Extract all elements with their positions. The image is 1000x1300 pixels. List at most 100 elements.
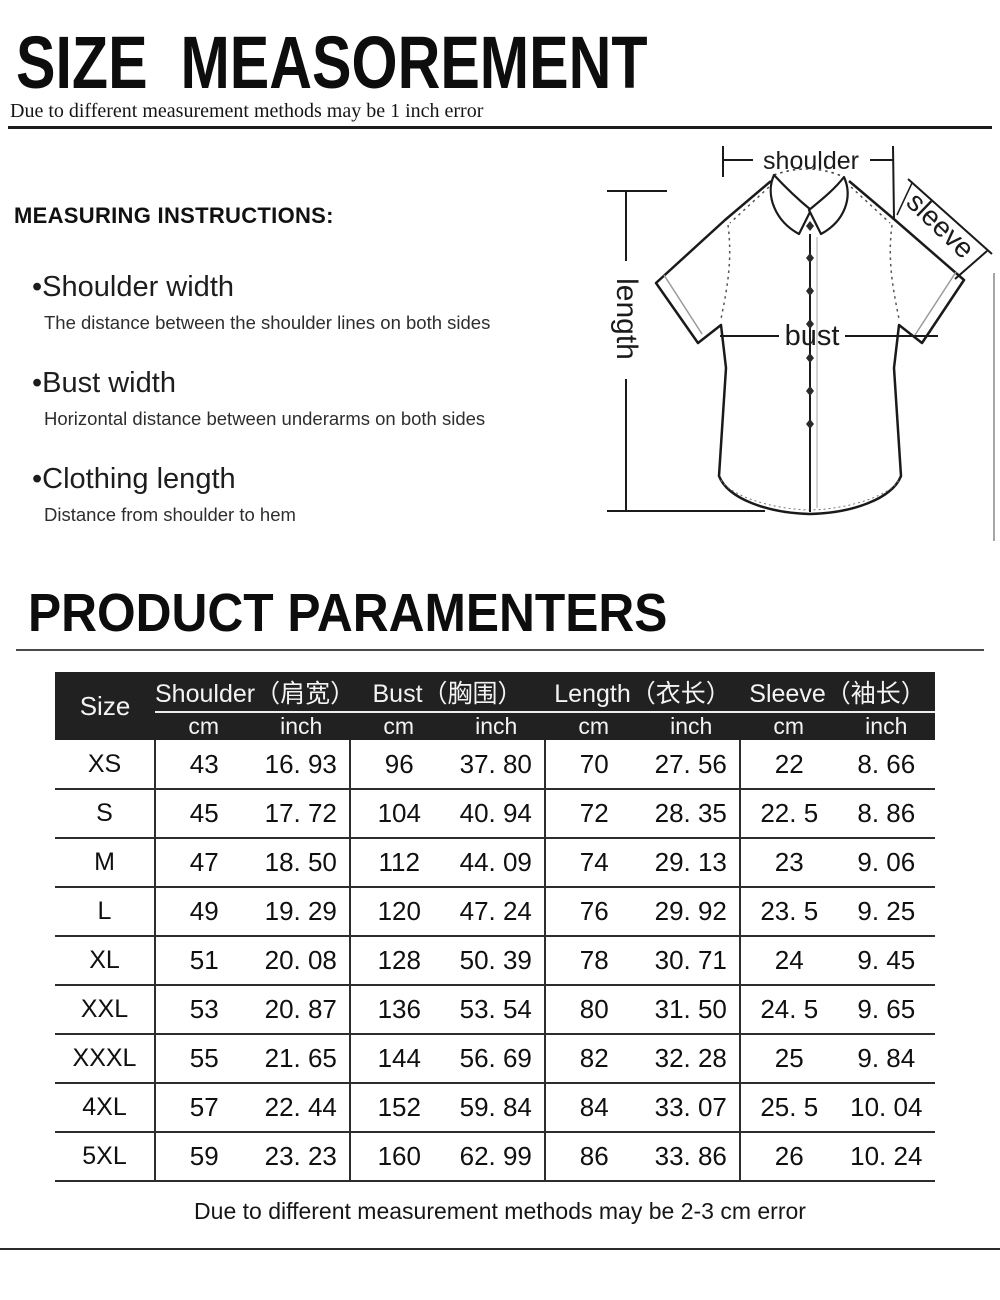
value-cell: 47. 24 — [447, 887, 546, 936]
value-cell: 51 — [154, 936, 253, 985]
table-unit-header: inch — [642, 712, 741, 740]
value-cell: 22. 5 — [739, 789, 838, 838]
value-cell: 78 — [544, 936, 643, 985]
instruction-desc: The distance between the shoulder lines … — [44, 311, 491, 333]
value-cell: 44. 09 — [447, 838, 546, 887]
table-unit-header: inch — [447, 712, 546, 740]
size-cell: S — [55, 789, 155, 838]
page-subtitle: Due to different measurement methods may… — [10, 100, 484, 122]
table-group-header: Length（衣长） — [545, 672, 741, 713]
measuring-instructions-heading: MEASURING INSTRUCTIONS: — [14, 203, 334, 228]
table-unit-header: cm — [155, 712, 253, 740]
value-cell: 23. 23 — [252, 1132, 351, 1181]
table-group-header: Bust（胸围） — [350, 672, 546, 713]
right-shoulder-seam — [850, 186, 891, 224]
value-cell: 9. 84 — [837, 1034, 936, 1083]
table-unit-header: inch — [837, 712, 936, 740]
bottom-note: Due to different measurement methods may… — [194, 1198, 806, 1224]
table-row: XXL 53 20. 87 136 53. 54 80 31. 50 24. 5 9. 65 — [55, 985, 936, 1034]
table-unit-header: inch — [252, 712, 351, 740]
shirt-diagram-svg: shoulder length bust sleeve — [607, 145, 995, 541]
value-cell: 53 — [154, 985, 253, 1034]
value-cell: 43 — [154, 740, 253, 789]
instruction-term: •Clothing length — [32, 463, 296, 496]
size-cell: XXL — [55, 985, 155, 1034]
value-cell: 18. 50 — [252, 838, 351, 887]
instruction-desc: Horizontal distance between underarms on… — [44, 407, 486, 429]
table-row: M 47 18. 50 112 44. 09 74 29. 13 23 9. 06 — [55, 838, 936, 887]
value-cell: 30. 71 — [642, 936, 741, 985]
value-cell: 9. 45 — [837, 936, 936, 985]
right-cuff-seam — [914, 271, 957, 336]
value-cell: 82 — [544, 1034, 643, 1083]
value-cell: 28. 35 — [642, 789, 741, 838]
instruction-term-text: Shoulder width — [42, 271, 234, 303]
value-cell: 9. 65 — [837, 985, 936, 1034]
value-cell: 17. 72 — [252, 789, 351, 838]
page-title: SIZE MEASOREMENT — [16, 21, 648, 104]
value-cell: 72 — [544, 789, 643, 838]
instruction-item-bust: •Bust width Horizontal distance between … — [32, 367, 486, 430]
bullet: • — [32, 463, 43, 495]
shirt-measurement-diagram: shoulder length bust sleeve — [593, 133, 1000, 558]
value-cell: 8. 86 — [837, 789, 936, 838]
value-cell: 23 — [739, 838, 838, 887]
instruction-term-text: Clothing length — [42, 463, 236, 495]
left-shoulder-seam — [729, 186, 770, 224]
value-cell: 33. 07 — [642, 1083, 741, 1132]
left-cuff-seam — [663, 274, 703, 335]
value-cell: 86 — [544, 1132, 643, 1181]
table-row: 4XL 57 22. 44 152 59. 84 84 33. 07 25. 5 10. 04 — [55, 1083, 936, 1132]
table-corner-header: Size — [55, 672, 155, 740]
bust-label: bust — [785, 320, 840, 352]
table-row: L 49 19. 29 120 47. 24 76 29. 92 23. 5 9. 25 — [55, 887, 936, 936]
value-cell: 96 — [349, 740, 448, 789]
value-cell: 20. 87 — [252, 985, 351, 1034]
value-cell: 27. 56 — [642, 740, 741, 789]
value-cell: 9. 25 — [837, 887, 936, 936]
value-cell: 16. 93 — [252, 740, 351, 789]
table-row: 5XL 59 23. 23 160 62. 99 86 33. 86 26 10. 24 — [55, 1132, 936, 1181]
sleeve-measure-line — [907, 178, 993, 255]
table-row: XS 43 16. 93 96 37. 80 70 27. 56 22 8. 66 — [55, 740, 936, 789]
table-row: XL 51 20. 08 128 50. 39 78 30. 71 24 9. 45 — [55, 936, 936, 985]
value-cell: 22 — [739, 740, 838, 789]
value-cell: 33. 86 — [642, 1132, 741, 1181]
value-cell: 19. 29 — [252, 887, 351, 936]
table-group-header: Sleeve（袖长） — [740, 672, 936, 713]
value-cell: 76 — [544, 887, 643, 936]
value-cell: 56. 69 — [447, 1034, 546, 1083]
value-cell: 26 — [739, 1132, 838, 1181]
instruction-item-shoulder: •Shoulder width The distance between the… — [32, 271, 491, 334]
value-cell: 24. 5 — [739, 985, 838, 1034]
value-cell: 80 — [544, 985, 643, 1034]
instruction-item-length: •Clothing length Distance from shoulder … — [32, 463, 296, 526]
value-cell: 23. 5 — [739, 887, 838, 936]
shirt-buttons — [806, 221, 814, 429]
value-cell: 25. 5 — [739, 1083, 838, 1132]
value-cell: 45 — [154, 789, 253, 838]
value-cell: 104 — [349, 789, 448, 838]
value-cell: 37. 80 — [447, 740, 546, 789]
value-cell: 47 — [154, 838, 253, 887]
product-parameters-title: PRODUCT PARAMENTERS — [28, 583, 668, 643]
table-unit-header: cm — [350, 712, 448, 740]
section-divider — [16, 649, 984, 651]
value-cell: 49 — [154, 887, 253, 936]
size-cell: 4XL — [55, 1083, 155, 1132]
bullet: • — [32, 271, 43, 303]
size-cell: 5XL — [55, 1132, 155, 1181]
value-cell: 70 — [544, 740, 643, 789]
sleeve-tick-top — [896, 182, 913, 216]
size-cell: XS — [55, 740, 155, 789]
size-cell: M — [55, 838, 155, 887]
value-cell: 53. 54 — [447, 985, 546, 1034]
value-cell: 10. 04 — [837, 1083, 936, 1132]
table-row: S 45 17. 72 104 40. 94 72 28. 35 22. 5 8. 86 — [55, 789, 936, 838]
size-cell: L — [55, 887, 155, 936]
collar-left — [769, 173, 813, 236]
value-cell: 62. 99 — [447, 1132, 546, 1181]
size-cell: XL — [55, 936, 155, 985]
instruction-desc: Distance from shoulder to hem — [44, 503, 296, 525]
